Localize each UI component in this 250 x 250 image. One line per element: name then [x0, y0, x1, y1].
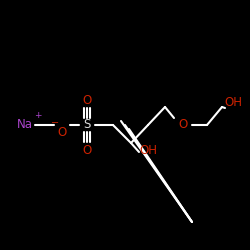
Text: OH: OH — [139, 144, 157, 156]
Text: OH: OH — [224, 96, 242, 110]
Text: O: O — [82, 94, 92, 106]
Text: Na: Na — [17, 118, 33, 132]
Text: O: O — [82, 144, 92, 156]
Text: +: + — [34, 112, 42, 120]
Text: S: S — [83, 118, 91, 132]
Text: O: O — [178, 118, 188, 132]
Text: −: − — [51, 118, 59, 128]
Text: O: O — [58, 126, 66, 138]
